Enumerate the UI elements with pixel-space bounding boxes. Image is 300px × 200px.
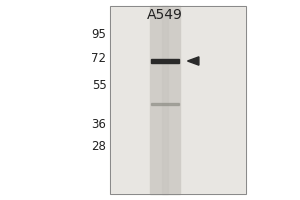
- Bar: [110, 6, 246, 194]
- Polygon shape: [188, 57, 199, 65]
- Bar: [151, 59, 179, 63]
- Bar: [150, 6, 180, 194]
- Text: 72: 72: [92, 52, 106, 66]
- Text: 36: 36: [92, 117, 106, 130]
- Text: 95: 95: [92, 27, 106, 40]
- Bar: [151, 103, 179, 105]
- Text: 55: 55: [92, 79, 106, 92]
- Text: A549: A549: [147, 8, 183, 22]
- Bar: [162, 6, 168, 194]
- Text: 28: 28: [92, 140, 106, 154]
- Bar: [110, 6, 246, 194]
